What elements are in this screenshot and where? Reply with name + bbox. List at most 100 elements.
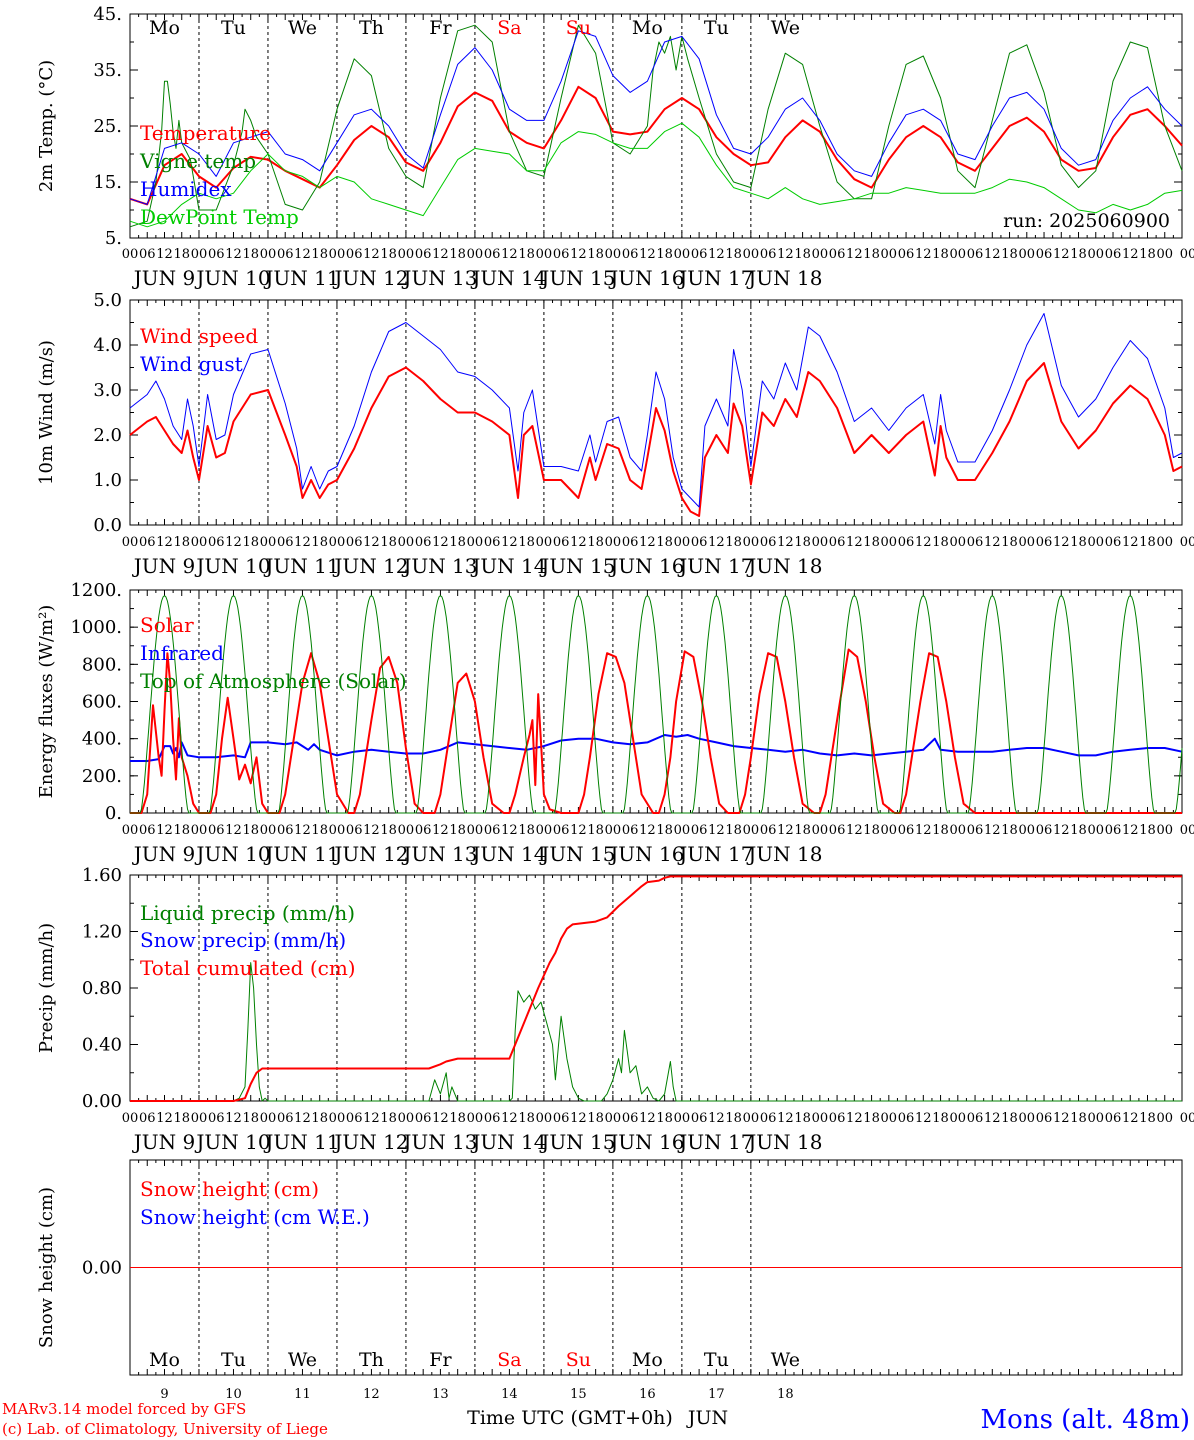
date-label: JUN 9 [132,842,195,866]
date-label: JUN 11 [263,554,339,578]
hour-tick-label: 12 [984,247,1001,262]
hour-tick-label: 06 [208,823,225,838]
hour-tick-label: 12 [294,535,311,550]
hour-tick-label: 00 [398,247,415,262]
x-axis-title: Time UTC (GMT+0h) [467,1407,673,1429]
hour-tick-label: 18 [587,247,604,262]
hour-tick-label: 18 [932,1111,949,1126]
hour-tick-label: 12 [501,823,518,838]
hour-tick-label: 06 [139,823,156,838]
hour-tick-label: 18 [173,535,190,550]
hour-tick-label: 12 [639,535,656,550]
hour-tick-label: 12 [708,535,725,550]
hour-tick-label: 00 [191,823,208,838]
hour-tick-label: 00 [950,1111,967,1126]
hour-tick-label: 18 [311,1111,328,1126]
y-tick-label: 0.00 [82,1091,122,1112]
y-tick-label: 800. [82,654,122,675]
hour-tick-label: 18 [380,1111,397,1126]
hour-tick-label: 06 [967,247,984,262]
date-label: JUN 10 [194,554,270,578]
series-line [129,30,1183,205]
hour-tick-label: 06 [553,535,570,550]
day-name-label: Th [359,17,384,39]
hour-tick-label: 12 [915,535,932,550]
hour-tick-label: 12 [432,535,449,550]
day-name-label: We [288,1349,317,1371]
date-label: JUN 10 [194,1130,270,1154]
hour-tick-label: 12 [915,247,932,262]
legend-entry: Snow height (cm W.E.) [140,1205,370,1229]
date-label: JUN 16 [608,266,684,290]
hour-tick-label: 00 [398,823,415,838]
hour-tick-label: 00 [536,247,553,262]
date-label: JUN 18 [746,1130,822,1154]
hour-tick-label: 00 [743,247,760,262]
hour-tick-label: 12 [708,247,725,262]
hour-tick-label: 18 [587,1111,604,1126]
day-number-label: 15 [570,1387,587,1402]
date-label: JUN 11 [263,842,339,866]
y-axis-title: 10m Wind (m/s) [36,340,57,485]
panel-temp: 5. 15. 25. 35. 45. 2m Temp. (°C) Temperature Vi… [36,4,1194,290]
date-label: JUN 10 [194,842,270,866]
credit-line: MARv3.14 model forced by GFS [2,1400,246,1418]
day-number-label: 17 [708,1387,725,1402]
date-label: JUN 14 [470,1130,546,1154]
hour-tick-label: 18 [380,535,397,550]
hour-tick-label: 00 [260,247,277,262]
hour-tick-label: 06 [208,247,225,262]
hour-tick-label: 18 [242,535,259,550]
hour-tick-label: 18 [518,1111,535,1126]
hour-tick-label: 18 [1001,1111,1018,1126]
hour-tick-label: 12 [846,1111,863,1126]
hour-tick-label: 18 [932,823,949,838]
hour-tick-label: 06 [346,535,363,550]
day-name-label: Mo [149,17,180,39]
hour-tick-label: 06 [346,247,363,262]
date-label: JUN 17 [677,554,753,578]
hour-tick-label: 00 [329,535,346,550]
hour-tick-label: 12 [639,1111,656,1126]
hour-tick-label: 18 [863,823,880,838]
hour-tick-label: 00 [1087,247,1104,262]
hour-tick-label: 06 [829,1111,846,1126]
hour-tick-label: 12 [1122,823,1139,838]
day-name-label: Su [566,1349,591,1371]
hour-tick-label: 06 [1036,535,1053,550]
day-name-label: We [771,1349,800,1371]
date-label: JUN 13 [401,554,477,578]
hour-tick-label: 12 [777,535,794,550]
hour-tick-label: 00 [674,823,691,838]
hour-tick-label: 00 [743,823,760,838]
hour-tick-label: 12 [1053,1111,1070,1126]
hour-tick-label: 06 [139,1111,156,1126]
hour-tick-label: 06 [1036,1111,1053,1126]
panel-precip: 0.00 0.40 0.80 1.20 1.60 Precip (mm/h) Liquid … [36,865,1194,1154]
hour-tick-label: 18 [518,247,535,262]
y-tick-label: 1.0 [93,470,122,491]
hour-tick-label: 18 [794,823,811,838]
hour-tick-label: 00 [329,247,346,262]
date-label: JUN 12 [332,554,408,578]
day-name-label: Sa [497,17,521,39]
date-label: JUN 14 [470,266,546,290]
hour-tick-label: 18 [380,247,397,262]
hour-tick-label: 06 [277,535,294,550]
date-label: JUN 13 [401,842,477,866]
hour-tick-label: 00 [950,247,967,262]
series-line [130,734,1183,762]
date-label: JUN 16 [608,1130,684,1154]
series-line [130,962,1182,1102]
hour-tick-label: 12 [1053,823,1070,838]
hour-tick-label: 00 [398,1111,415,1126]
date-label: JUN 17 [677,266,753,290]
date-label: JUN 18 [746,266,822,290]
hour-tick-label: 00 [122,247,139,262]
hour-tick-label: 18 [518,535,535,550]
hour-tick-label: 00 [1156,823,1173,838]
hour-tick-label: 12 [501,535,518,550]
hour-tick-label: 00 [191,247,208,262]
y-tick-label: 5.0 [93,290,122,311]
legend-entry: Liquid precip (mm/h) [140,901,355,925]
